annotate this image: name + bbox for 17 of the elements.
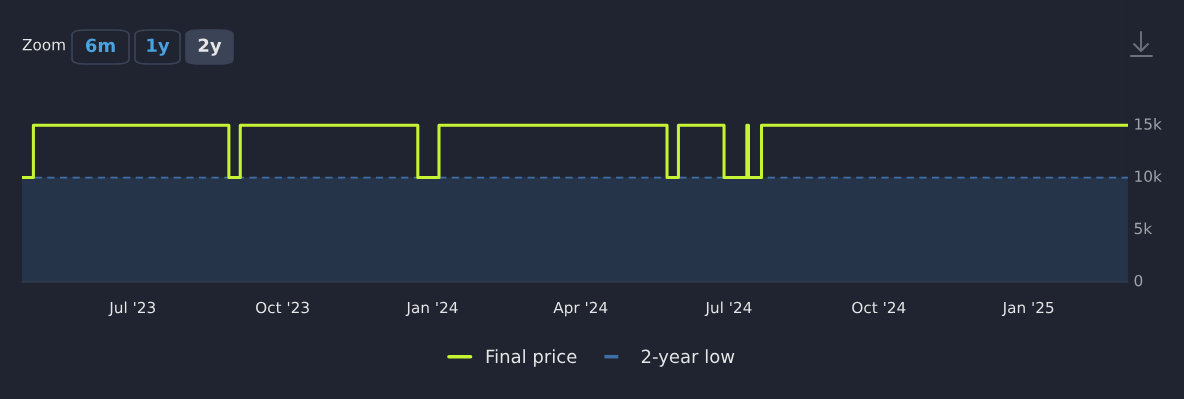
annotation: Zoom xyxy=(22,39,65,51)
annotation: 2y xyxy=(198,38,222,56)
x-tick-label: Oct '23 xyxy=(256,301,309,314)
y-tick-label: 15k xyxy=(1135,117,1162,130)
x-tick-label: Jul '23 xyxy=(108,301,155,317)
x-tick-label: Jan '25 xyxy=(1001,301,1054,317)
y-tick-label: 10k xyxy=(1135,170,1162,182)
x-tick-label: Jan '24 xyxy=(405,301,458,317)
annotation: 6m xyxy=(85,38,115,53)
x-tick-label: Apr '24 xyxy=(553,301,608,317)
legend-label: 2-year low xyxy=(641,349,735,367)
x-tick-label: Oct '24 xyxy=(852,301,906,314)
y-tick-label: 5k xyxy=(1134,222,1153,235)
legend-label: Final price xyxy=(486,349,577,367)
x-tick-label: Jul '24 xyxy=(704,301,752,317)
annotation: 1y xyxy=(147,38,170,56)
y-tick-label: 0 xyxy=(1134,274,1143,287)
